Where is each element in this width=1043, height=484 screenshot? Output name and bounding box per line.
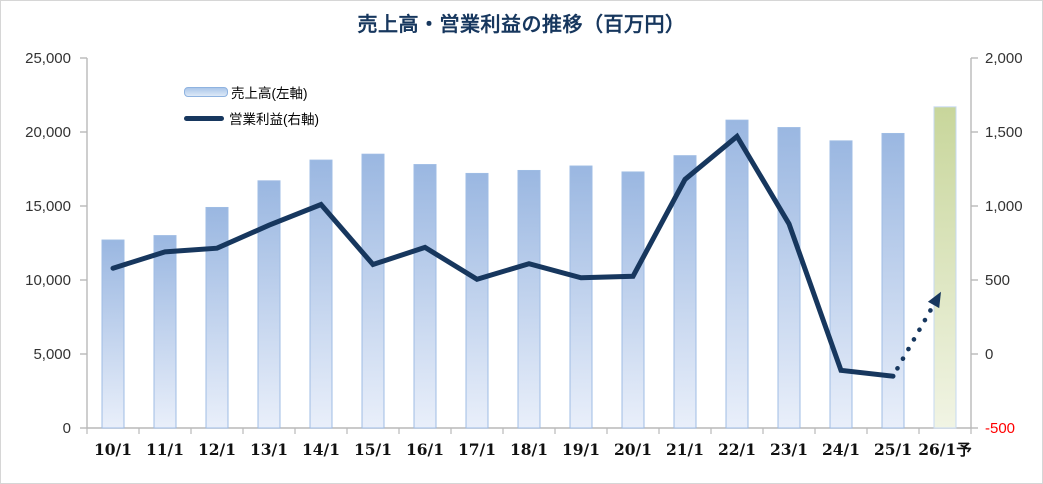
left-axis-tick-label: 15,000 bbox=[25, 198, 71, 215]
sales-bar bbox=[361, 153, 385, 429]
x-axis-label: 23/1 bbox=[770, 440, 808, 459]
x-axis-label: 17/1 bbox=[458, 440, 496, 459]
x-axis-label: 13/1 bbox=[250, 440, 288, 459]
right-axis-tick-label: 1,500 bbox=[985, 124, 1023, 141]
legend-label-sales: 売上高(左軸) bbox=[231, 86, 308, 101]
x-axis-label: 18/1 bbox=[510, 440, 548, 459]
x-axis-label: 10/1 bbox=[94, 440, 132, 459]
x-axis-label: 26/1予 bbox=[918, 440, 972, 459]
sales-bar bbox=[257, 180, 281, 429]
x-axis-label: 16/1 bbox=[406, 440, 444, 459]
x-axis-label: 11/1 bbox=[146, 440, 184, 459]
sales-bar bbox=[101, 239, 125, 429]
x-axis-label: 24/1 bbox=[822, 440, 860, 459]
x-axis-label: 19/1 bbox=[562, 440, 600, 459]
x-axis-label: 14/1 bbox=[302, 440, 340, 459]
sales-bar bbox=[673, 155, 697, 429]
sales-bar bbox=[205, 206, 229, 429]
x-axis-label: 22/1 bbox=[718, 440, 756, 459]
sales-bar bbox=[153, 235, 177, 429]
sales-bar bbox=[309, 159, 333, 429]
sales-bar-swatch-icon bbox=[184, 87, 228, 97]
left-axis-tick-label: 25,000 bbox=[25, 50, 71, 67]
sales-bar bbox=[777, 127, 801, 429]
x-axis-label: 25/1 bbox=[874, 440, 912, 459]
right-axis-tick-label: 500 bbox=[985, 272, 1010, 289]
legend: 売上高(左軸) 営業利益(右軸) bbox=[184, 84, 319, 127]
sales-bar bbox=[413, 164, 437, 429]
forecast-dotted-line bbox=[895, 301, 937, 371]
x-axis-label: 12/1 bbox=[198, 440, 236, 459]
legend-item-profit: 営業利益(右軸) bbox=[184, 110, 319, 127]
right-axis-tick-label: 1,000 bbox=[985, 198, 1023, 215]
left-axis-tick-label: 20,000 bbox=[25, 124, 71, 141]
sales-bar bbox=[881, 132, 905, 429]
profit-line-swatch-icon bbox=[184, 115, 224, 121]
sales-bar bbox=[829, 140, 853, 429]
legend-label-profit: 営業利益(右軸) bbox=[229, 112, 319, 127]
legend-item-sales: 売上高(左軸) bbox=[184, 84, 319, 101]
right-axis-tick-label: 2,000 bbox=[985, 50, 1023, 67]
sales-bar bbox=[517, 169, 541, 429]
sales-bar bbox=[569, 165, 593, 429]
x-axis-label: 21/1 bbox=[666, 440, 704, 459]
chart-title: 売上高・営業利益の推移（百万円） bbox=[357, 14, 686, 36]
right-axis-tick-label: 0 bbox=[985, 346, 993, 363]
sales-bar bbox=[725, 119, 749, 429]
x-axis-label: 20/1 bbox=[614, 440, 652, 459]
x-axis-label: 15/1 bbox=[354, 440, 392, 459]
forecast-arrowhead-icon bbox=[927, 291, 941, 309]
left-axis-tick-label: 10,000 bbox=[25, 272, 71, 289]
right-axis-tick-label: -500 bbox=[985, 420, 1015, 437]
left-axis-tick-label: 0 bbox=[63, 420, 71, 437]
profit-line bbox=[110, 132, 896, 379]
forecast-sales-bar bbox=[933, 106, 957, 429]
left-axis-tick-label: 5,000 bbox=[33, 346, 71, 363]
sales-bar bbox=[465, 172, 489, 429]
sales-bar bbox=[621, 171, 645, 429]
